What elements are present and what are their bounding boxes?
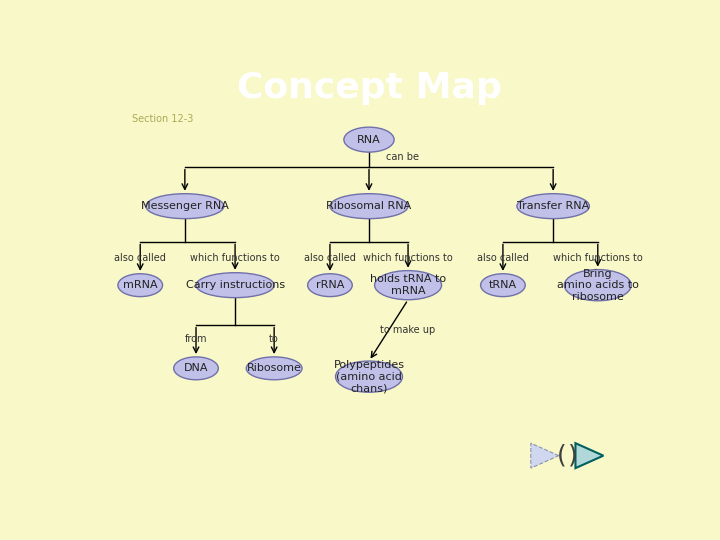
Text: DNA: DNA [184, 363, 208, 373]
Text: Section 12-3: Section 12-3 [132, 114, 193, 124]
Ellipse shape [174, 357, 218, 380]
Ellipse shape [196, 273, 274, 298]
Ellipse shape [374, 271, 441, 300]
Ellipse shape [118, 274, 163, 296]
Ellipse shape [564, 269, 631, 301]
Text: which functions to: which functions to [553, 253, 643, 263]
Text: mRNA: mRNA [123, 280, 158, 290]
Ellipse shape [145, 194, 224, 219]
Text: which functions to: which functions to [190, 253, 280, 263]
Text: to make up: to make up [380, 326, 436, 335]
Ellipse shape [307, 274, 352, 296]
Text: also called: also called [477, 253, 529, 263]
Text: Concept Map: Concept Map [237, 71, 501, 105]
Text: Carry instructions: Carry instructions [186, 280, 284, 290]
Text: ): ) [568, 444, 577, 468]
Text: which functions to: which functions to [363, 253, 453, 263]
Text: also called: also called [114, 253, 166, 263]
Ellipse shape [480, 274, 526, 296]
Ellipse shape [330, 194, 408, 219]
Text: Ribosomal RNA: Ribosomal RNA [326, 201, 412, 211]
Text: also called: also called [304, 253, 356, 263]
Text: Polypeptides
(amino acid
chans): Polypeptides (amino acid chans) [333, 360, 405, 393]
Text: can be: can be [386, 152, 419, 163]
Ellipse shape [517, 194, 590, 219]
Ellipse shape [344, 127, 394, 152]
Text: RNA: RNA [357, 134, 381, 145]
Text: Bring
amino acids to
ribosome: Bring amino acids to ribosome [557, 268, 639, 302]
Text: holds tRNA to
mRNA: holds tRNA to mRNA [370, 274, 446, 296]
Polygon shape [531, 443, 559, 468]
Text: Ribosome: Ribosome [247, 363, 302, 373]
Text: Transfer RNA: Transfer RNA [517, 201, 589, 211]
Ellipse shape [246, 357, 302, 380]
Polygon shape [575, 443, 603, 468]
Text: tRNA: tRNA [489, 280, 517, 290]
Text: (: ( [557, 444, 567, 468]
Text: from: from [185, 334, 207, 344]
Text: Messenger RNA: Messenger RNA [141, 201, 229, 211]
Ellipse shape [336, 361, 402, 392]
Text: rRNA: rRNA [316, 280, 344, 290]
Text: to: to [269, 334, 279, 344]
